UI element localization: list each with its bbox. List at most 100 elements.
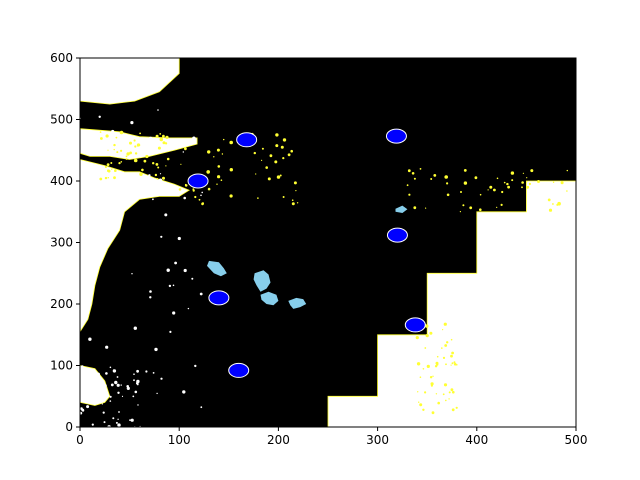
noise-speckle [130,121,134,125]
noise-speckle [134,152,138,155]
noise-speckle [407,169,411,173]
noise-speckle [506,182,509,186]
axes: 0 100 200 300 400 500 0 100 200 300 400 500 600 [50,51,587,447]
noise-speckle [493,188,496,192]
noise-speckle [526,177,528,179]
noise-speckle [109,400,112,402]
noise-speckle [217,175,221,179]
noise-speckle [148,174,151,177]
noise-speckle [448,391,451,394]
noise-speckle [521,181,524,184]
noise-speckle [162,176,165,180]
feature-2 [253,270,271,292]
noise-speckle [103,421,106,424]
noise-speckle [159,173,162,175]
noise-speckle [178,188,182,191]
noise-speckle [290,149,294,153]
noise-speckle [81,409,85,412]
noise-speckle [98,115,101,119]
feature-4 [288,297,307,309]
noise-speckle [503,181,506,184]
noise-speckle [552,181,555,183]
noise-speckle [451,408,455,412]
noise-speckle [183,196,186,200]
noise-speckle [115,421,118,424]
noise-speckle [183,268,187,273]
noise-speckle [160,377,163,380]
noise-speckle [446,193,450,197]
noise-speckle [431,411,435,415]
noise-speckle [88,166,92,170]
noise-speckle [152,372,155,374]
noise-speckle [433,174,437,177]
noise-speckle [133,139,136,142]
noise-speckle [113,148,115,151]
noise-speckle [229,168,233,172]
noise-speckle [426,364,430,368]
noise-speckle [111,220,114,223]
noise-speckle [479,208,482,211]
noise-speckle [265,166,269,169]
noise-speckle [107,177,110,179]
noise-speckle [159,137,164,142]
noise-speckle [120,384,122,386]
noise-speckle [139,172,143,176]
noise-speckle [526,185,530,189]
noise-speckle [162,141,166,145]
noise-speckle [501,190,504,194]
noise-speckle [133,326,137,330]
noise-speckle [93,387,97,391]
noise-speckle [434,365,438,368]
noise-speckle [118,411,120,413]
noise-speckle [456,364,458,366]
noise-speckle [134,145,137,148]
noise-speckle [507,185,510,189]
noise-speckle [96,379,99,382]
noise-speckle [417,391,419,393]
noise-speckle [92,370,95,373]
noise-speckle [450,354,453,358]
x-tick-label: 400 [465,433,488,447]
noise-speckle [148,136,153,141]
noise-speckle [430,384,433,387]
noise-speckle [445,399,447,402]
noise-speckle [132,395,135,398]
noise-speckle [169,330,172,333]
noise-speckle [444,344,448,347]
noise-speckle [118,162,121,165]
noise-speckle [87,368,92,372]
noise-speckle [105,134,109,138]
noise-speckle [136,379,140,384]
noise-speckle [117,418,119,420]
noise-speckle [496,177,499,180]
noise-speckle [199,292,203,296]
noise-speckle [207,187,211,191]
noise-speckle [112,417,115,420]
noise-speckle [156,178,159,180]
noise-speckle [133,373,135,376]
noise-speckle [229,194,233,198]
noise-speckle [217,165,221,168]
y-tick-label: 600 [50,51,73,65]
noise-speckle [165,142,168,145]
noise-speckle [184,183,187,186]
noise-speckle [406,184,409,187]
noise-speckle [443,383,448,387]
noise-speckle [530,169,534,173]
noise-speckle [547,198,551,202]
noise-speckle [220,179,223,181]
noise-speckle [141,168,144,172]
noise-speckle [107,169,110,172]
noise-speckle [136,383,139,386]
noise-speckle [419,168,422,170]
marker-point [385,128,407,144]
noise-speckle [418,401,420,403]
noise-speckle [159,133,162,135]
noise-speckle [510,171,515,175]
noise-speckle [451,362,454,365]
noise-speckle [109,395,112,398]
noise-speckle [442,393,445,396]
noise-speckle [125,155,128,158]
noise-speckle [500,203,503,206]
noise-speckle [411,172,415,175]
